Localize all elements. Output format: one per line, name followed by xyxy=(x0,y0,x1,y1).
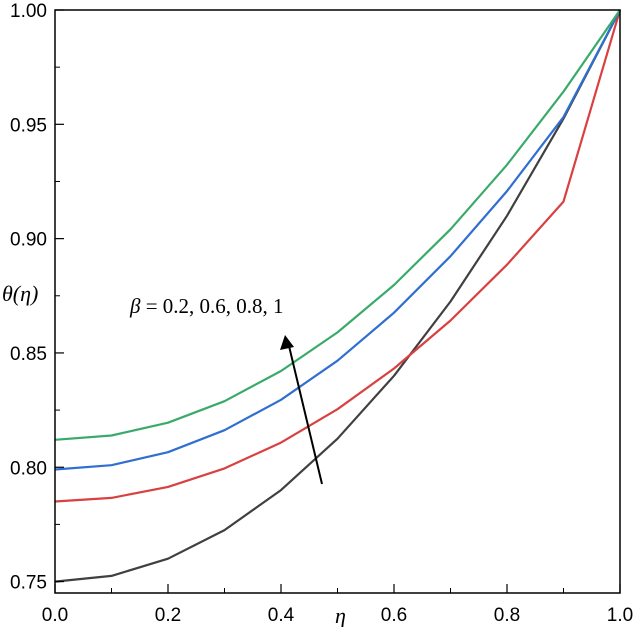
y-tick-label-1: 0.80 xyxy=(10,458,47,479)
y-tick-label-0: 0.75 xyxy=(10,573,47,594)
y-tick-label-2: 0.85 xyxy=(10,344,47,365)
annotation-values: = 0.2, 0.6, 0.8, 1 xyxy=(140,294,283,318)
y-tick-label-3: 0.90 xyxy=(10,230,47,251)
x-tick-label-2: 0.4 xyxy=(268,605,295,626)
y-tick-label-4: 0.95 xyxy=(10,115,47,136)
ticks-layer: 0.0 0.2 0.4 0.6 0.8 1.0 0.75 0.80 0.85 0.90 0.95 1.… xyxy=(10,1,633,626)
series-line-4 xyxy=(54,9,621,441)
x-tick-label-4: 0.8 xyxy=(494,605,520,626)
series-line-1 xyxy=(54,9,621,583)
y-axis-label: θ(η) xyxy=(2,281,38,306)
series-layer xyxy=(54,9,622,583)
x-axis-label: η xyxy=(335,603,346,627)
x-tick-label-5: 1.0 xyxy=(607,605,633,626)
annotation: β = 0.2, 0.6, 0.8, 1 xyxy=(129,294,323,485)
annotation-arrow-shaft xyxy=(288,345,323,485)
annotation-text: β = 0.2, 0.6, 0.8, 1 xyxy=(129,294,284,318)
x-tick-label-1: 0.2 xyxy=(155,605,181,626)
annotation-arrowhead xyxy=(280,335,294,350)
x-tick-label-3: 0.6 xyxy=(381,605,407,626)
series-line-2 xyxy=(54,9,622,503)
series-line-3 xyxy=(54,9,621,471)
x-tick-label-0: 0.0 xyxy=(42,605,68,626)
annotation-symbol: β xyxy=(129,294,141,318)
y-tick-label-5: 1.00 xyxy=(10,1,47,22)
